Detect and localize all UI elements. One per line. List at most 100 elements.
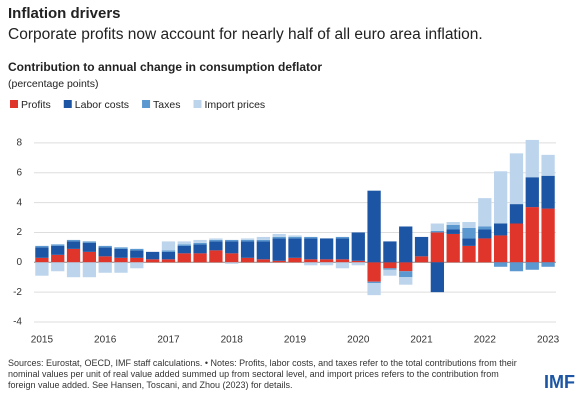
bar-segment xyxy=(335,238,350,260)
bar-segment xyxy=(209,238,223,240)
bar-segment xyxy=(509,153,524,205)
bar-segment xyxy=(193,244,207,254)
bar-segment xyxy=(493,171,508,224)
bar-segment xyxy=(66,262,81,278)
bar-segment xyxy=(541,208,555,263)
bar-segment xyxy=(367,190,381,263)
bar-segment xyxy=(240,241,255,258)
bar-segment xyxy=(256,239,271,242)
panel-title: Contribution to annual change in consump… xyxy=(8,60,322,74)
bar-segment xyxy=(399,271,413,278)
bar-segment xyxy=(161,241,176,251)
bar-segment xyxy=(98,247,112,257)
bar-segment xyxy=(541,262,555,267)
bar-segment xyxy=(525,177,539,208)
y-tick-label: 8 xyxy=(16,138,22,149)
bar-segment xyxy=(177,241,191,245)
bar-segment xyxy=(541,154,555,176)
bar-segment xyxy=(209,239,223,242)
bar-segment xyxy=(335,259,350,263)
bar-segment xyxy=(541,175,555,209)
bar-segment xyxy=(462,222,476,228)
bar-segment xyxy=(98,256,112,263)
bar-segment xyxy=(240,257,255,263)
bar-segment xyxy=(319,259,334,263)
bar-segment xyxy=(35,245,49,248)
bar-segment xyxy=(66,248,81,263)
bar-segment xyxy=(82,262,97,278)
bar-segment xyxy=(161,250,176,252)
bar-segment xyxy=(114,248,128,258)
bar-segment xyxy=(430,232,445,263)
bar-segment xyxy=(493,223,508,236)
bar-segment xyxy=(335,262,350,269)
bar-segment xyxy=(525,139,539,178)
legend-label: Labor costs xyxy=(75,99,129,111)
bar-segment xyxy=(177,245,191,254)
x-tick-label: 2019 xyxy=(284,335,307,346)
bar-segment xyxy=(304,262,318,266)
bar-segment xyxy=(145,259,160,263)
bar-segment xyxy=(209,241,223,251)
x-tick-label: 2022 xyxy=(474,335,497,346)
bar-segment xyxy=(319,238,334,260)
bar-segment xyxy=(446,225,460,230)
bar-segment xyxy=(256,259,271,263)
bar-segment xyxy=(177,253,191,263)
bar-segment xyxy=(446,222,460,225)
bar-segment xyxy=(335,236,350,239)
y-tick-label: -4 xyxy=(13,317,22,328)
bar-segment xyxy=(383,262,397,269)
bar-segment xyxy=(35,257,49,263)
bar-segment xyxy=(478,226,492,230)
y-tick-label: -2 xyxy=(13,287,22,298)
y-tick-label: 2 xyxy=(16,227,22,238)
bar-segment xyxy=(414,236,429,257)
bar-segment xyxy=(399,277,413,285)
bar-segment xyxy=(288,257,302,263)
bar-segment xyxy=(161,251,176,260)
source-box: Sources: Eurostat, OECD, IMF staff calcu… xyxy=(8,358,517,390)
bar-segment xyxy=(304,236,318,239)
legend-swatch xyxy=(142,100,151,108)
bar-segment xyxy=(225,253,239,263)
bar-segment xyxy=(66,239,81,242)
bar-segment xyxy=(130,262,144,269)
legend-swatch xyxy=(10,100,18,108)
bar-segment xyxy=(256,236,271,240)
bar-segment xyxy=(288,238,302,258)
bar-segment xyxy=(51,254,65,263)
bar-segment xyxy=(240,239,255,242)
subtitle: Corporate profits now account for nearly… xyxy=(8,26,483,43)
logo: IMF xyxy=(544,372,575,392)
source: Sources: Eurostat, OECD, IMF staff calcu… xyxy=(8,358,517,390)
bar-segment xyxy=(383,241,397,263)
bar-segment xyxy=(82,242,97,252)
bar-segment xyxy=(525,262,539,270)
legend-swatch xyxy=(193,100,202,108)
x-tick-label: 2015 xyxy=(31,335,54,346)
bar-segment xyxy=(114,262,128,273)
bar-segment xyxy=(509,223,524,263)
legend-swatch xyxy=(63,100,72,108)
bar-segment xyxy=(304,238,318,260)
bar-segment xyxy=(367,262,381,282)
bar-segment xyxy=(351,260,365,263)
bar-segment xyxy=(225,239,239,242)
bar-segment xyxy=(114,247,128,249)
bar-segment xyxy=(193,242,207,245)
bar-segment xyxy=(145,251,160,260)
bar-segment xyxy=(478,198,492,227)
bar-segment xyxy=(272,260,286,263)
bar-segment xyxy=(209,250,223,263)
bar-segment xyxy=(130,250,144,258)
bar-segment xyxy=(98,262,112,273)
bar-segment xyxy=(351,232,365,261)
bar-segment xyxy=(51,244,65,246)
bar-segment xyxy=(240,238,255,240)
bar-segment xyxy=(493,262,508,267)
bar-segment xyxy=(462,238,476,246)
bar-segment xyxy=(225,241,239,254)
bar-segment xyxy=(399,226,413,263)
bar-segment xyxy=(478,229,492,239)
